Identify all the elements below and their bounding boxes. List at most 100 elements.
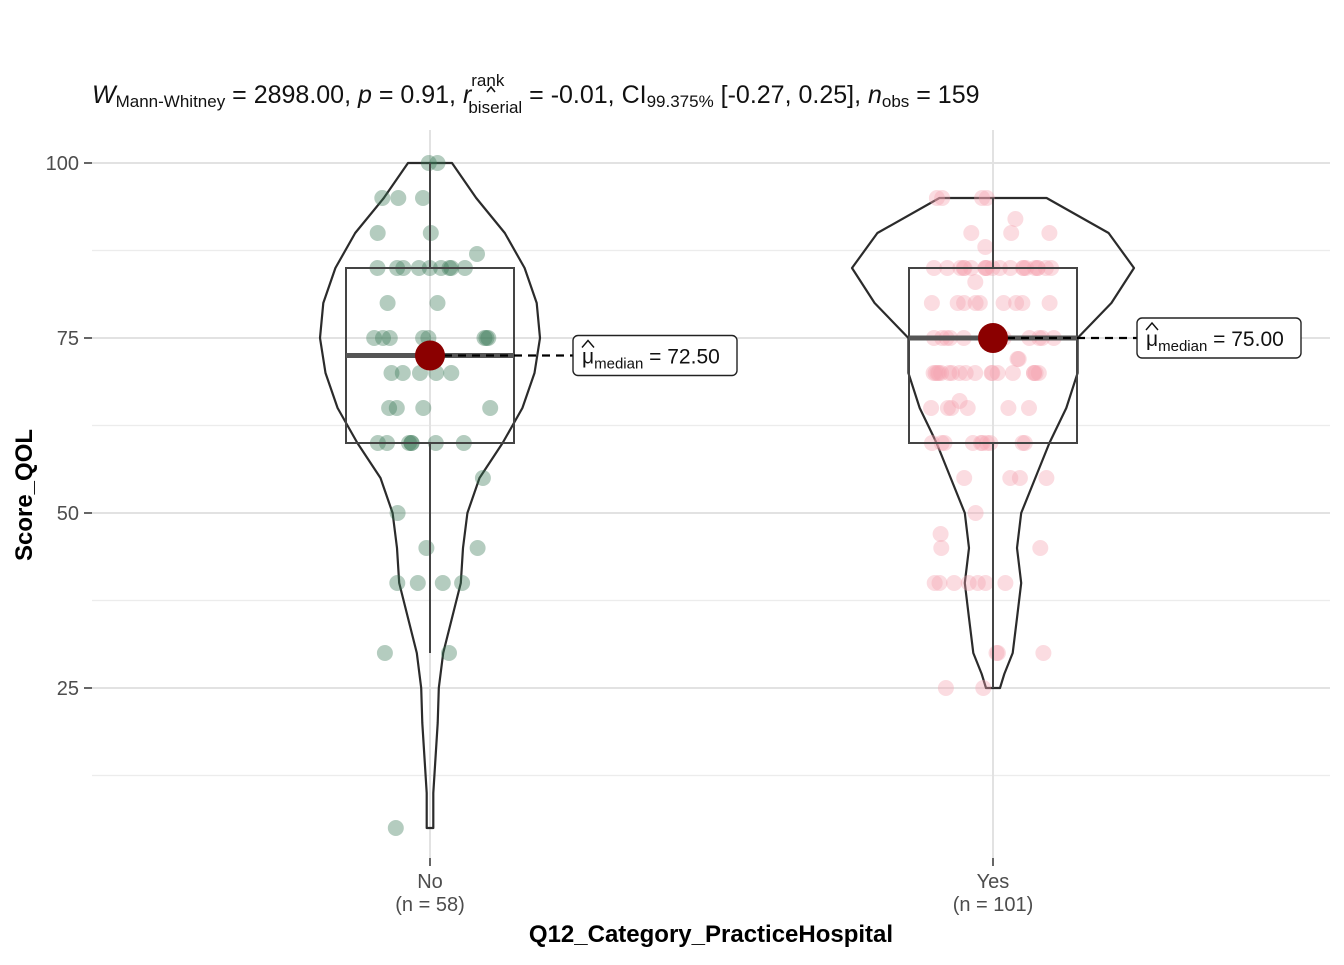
x-tick-n-label: (n = 101): [953, 894, 1034, 916]
median-marker: [978, 323, 1008, 353]
chart-subtitle: WMann-Whitney = 2898.00, p = 0.91, rrank…: [92, 71, 980, 117]
data-point: [1011, 470, 1028, 486]
data-point: [369, 225, 386, 241]
data-point: [969, 575, 986, 591]
data-point: [1041, 295, 1058, 311]
data-point: [374, 190, 391, 206]
median-label-box: [1136, 317, 1302, 359]
y-axis-title: Score_QOL: [11, 429, 38, 561]
violins: [318, 161, 1136, 830]
data-point: [937, 680, 954, 696]
data-point: [376, 645, 393, 661]
data-point: [390, 190, 407, 206]
x-tick-label: Yes: [977, 871, 1010, 893]
data-point: [443, 365, 460, 381]
axes: 25 50 75 100 No(n = 58) Yes(n = 101): [46, 153, 1034, 916]
data-point: [476, 330, 493, 346]
data-point: [956, 295, 973, 311]
data-point: [409, 575, 426, 591]
data-point: [943, 400, 960, 416]
x-axis-title: Q12_Category_PracticeHospital: [529, 921, 893, 948]
data-point: [975, 680, 992, 696]
data-point: [928, 190, 945, 206]
r-hat-accent: [486, 85, 496, 93]
data-point: [930, 365, 947, 381]
data-point: [1007, 211, 1024, 227]
data-point: [923, 295, 940, 311]
data-point: [415, 400, 432, 416]
violin-no: [318, 161, 542, 830]
data-point: [469, 246, 485, 262]
median-label-yes: μmedian = 75.00: [1146, 328, 1284, 355]
data-point: [469, 540, 486, 556]
data-point: [949, 295, 966, 311]
data-point: [429, 155, 446, 171]
data-point: [989, 365, 1006, 381]
x-tick-n-label: (n = 58): [395, 894, 464, 916]
data-point: [943, 365, 960, 381]
data-point: [933, 540, 950, 556]
data-point: [963, 225, 980, 241]
data-point: [383, 365, 400, 381]
data-point: [971, 295, 988, 311]
data-point: [967, 365, 984, 381]
data-point: [997, 575, 1014, 591]
data-point: [366, 330, 383, 346]
data-point: [934, 190, 951, 206]
median-label-box: [572, 334, 738, 377]
data-point: [375, 330, 391, 346]
data-point: [960, 575, 977, 591]
data-point: [418, 540, 435, 556]
data-point: [978, 190, 995, 206]
data-point: [932, 526, 949, 542]
data-point: [929, 365, 946, 381]
data-point: [951, 365, 968, 381]
median-markers: μmedian = 72.50 μmedian = 75.00: [415, 317, 1302, 377]
data-point: [381, 400, 398, 416]
data-point: [927, 365, 944, 381]
mu-hat-accent: [1145, 321, 1159, 331]
data-point: [974, 190, 991, 206]
y-tick-label: 75: [57, 328, 79, 350]
data-point: [394, 365, 411, 381]
data-point: [1000, 400, 1017, 416]
data-point: [388, 400, 405, 416]
data-point: [1008, 295, 1025, 311]
data-point: [480, 330, 497, 346]
y-tick-label: 50: [57, 503, 79, 525]
data-point: [931, 575, 948, 591]
box-yes: [908, 267, 1078, 444]
median-label-no: μmedian = 72.50: [582, 346, 720, 373]
data-point: [1002, 470, 1019, 486]
data-point: [951, 393, 968, 409]
data-point: [478, 330, 495, 346]
data-point: [381, 330, 398, 346]
data-point: [984, 365, 1001, 381]
data-point: [923, 400, 940, 416]
data-point: [995, 295, 1012, 311]
data-point: [957, 365, 974, 381]
y-tick-label: 100: [46, 153, 79, 175]
data-point: [1041, 225, 1058, 241]
data-point: [1009, 351, 1026, 367]
data-point: [420, 155, 437, 171]
mu-hat-accent: [581, 339, 595, 348]
data-point: [956, 470, 973, 486]
data-point: [925, 365, 942, 381]
data-point: [1038, 470, 1055, 486]
data-point: [1003, 225, 1020, 241]
data-point: [941, 365, 958, 381]
x-tick-label: No: [417, 871, 443, 893]
data-point: [1032, 540, 1049, 556]
violin-yes: [850, 196, 1136, 690]
data-point: [1026, 365, 1042, 381]
data-point: [967, 295, 984, 311]
data-point: [434, 575, 451, 591]
data-point: [1021, 400, 1037, 416]
data-point: [1026, 365, 1042, 381]
data-point: [988, 645, 1005, 661]
data-point: [926, 575, 943, 591]
data-point: [379, 295, 396, 311]
data-point: [441, 645, 457, 661]
